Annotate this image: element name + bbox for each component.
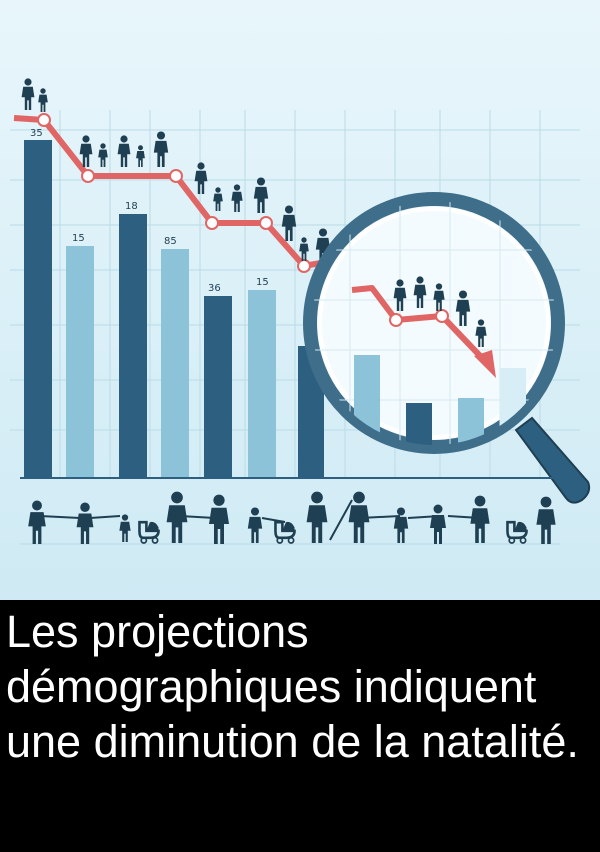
trend-point (297, 259, 311, 273)
bar (161, 249, 189, 478)
trend-point (205, 216, 219, 230)
bar-value-label: 85 (164, 236, 177, 247)
bar (204, 296, 232, 478)
trend-point (81, 169, 95, 183)
bar-value-label: 15 (72, 233, 85, 244)
trend-point (169, 169, 183, 183)
bar (66, 246, 94, 478)
bar-value-label: 36 (208, 283, 221, 294)
down-arrow-icon (474, 350, 496, 378)
demographic-illustration: 351518853615832839212 (0, 0, 600, 600)
bar (119, 214, 147, 478)
trend-point (37, 113, 51, 127)
bar (24, 140, 52, 478)
magnifying-glass-icon (303, 192, 591, 504)
family-figures-bottom (28, 491, 556, 544)
bar-value-label: 35 (30, 128, 43, 139)
bar-value-label: 15 (256, 277, 269, 288)
bar-group (24, 140, 324, 478)
bar (248, 290, 276, 478)
caption-text: Les projections démographiques indiquent… (6, 606, 579, 767)
trend-point (259, 216, 273, 230)
bar-value-label: 18 (125, 201, 138, 212)
trend-line (13, 113, 327, 273)
